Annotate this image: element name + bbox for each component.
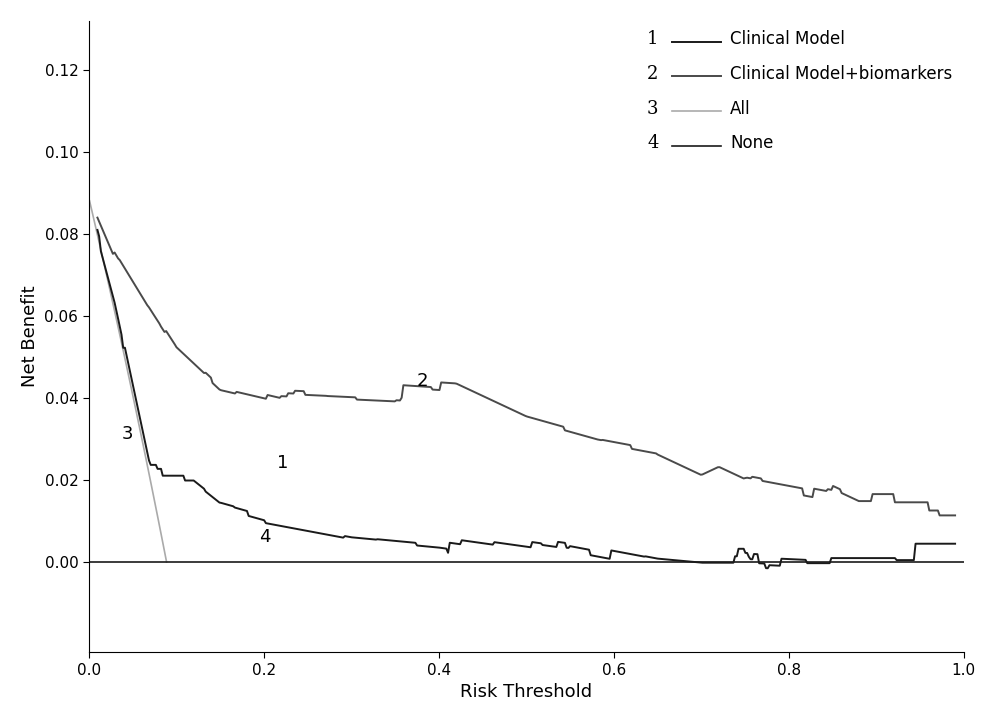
Text: All: All: [730, 100, 751, 118]
Text: 1: 1: [647, 30, 659, 48]
Text: 4: 4: [259, 528, 271, 546]
Text: Clinical Model+biomarkers: Clinical Model+biomarkers: [730, 65, 952, 83]
Text: Clinical Model: Clinical Model: [730, 30, 845, 48]
Text: None: None: [730, 134, 774, 152]
Text: 3: 3: [122, 425, 133, 443]
Text: 4: 4: [647, 134, 658, 152]
Y-axis label: Net Benefit: Net Benefit: [21, 286, 39, 387]
Text: 3: 3: [647, 100, 659, 118]
X-axis label: Risk Threshold: Risk Threshold: [460, 683, 592, 701]
Text: 2: 2: [647, 65, 658, 83]
Text: 1: 1: [277, 453, 288, 471]
Text: 2: 2: [417, 372, 428, 390]
